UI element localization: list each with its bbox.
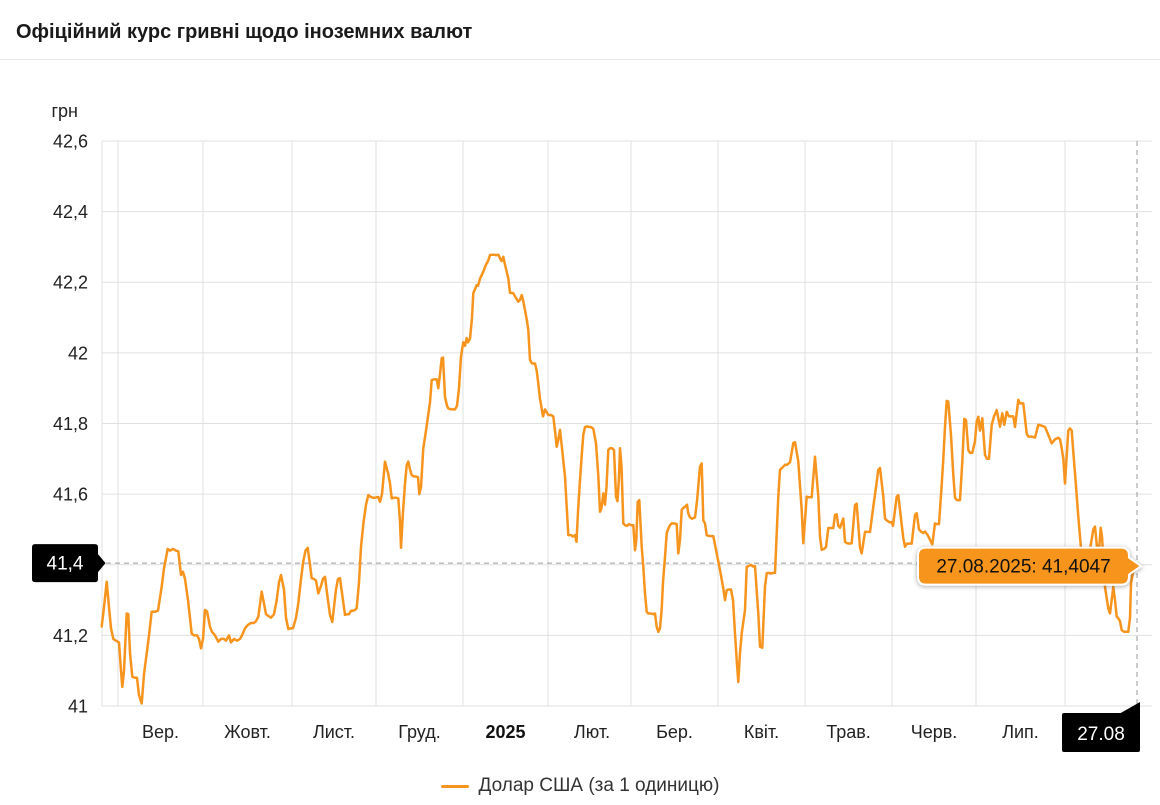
y-tick-label: 42,6 [53,132,88,152]
chart-tooltip: 27.08.2025: 41,4047 [917,546,1143,586]
x-tick-label: Бер. [656,722,693,742]
y-tick-label: 42 [68,343,88,363]
y-tick-label: 41,2 [53,626,88,646]
page-header: Офіційний курс гривні щодо іноземних вал… [0,0,1160,60]
y-tick-label: 41 [68,697,88,717]
legend-line-swatch [440,784,469,788]
x-tick-label: Груд. [398,722,440,742]
x-tick-label: Черв. [911,722,958,742]
x-tick-label: Лип. [1002,722,1039,742]
x-tick-label: Лист. [313,722,355,742]
chart-tooltip-label: 27.08.2025: 41,4047 [936,557,1110,578]
crosshair-date-badge: 27.08 [1062,702,1140,752]
x-tick-label: Лют. [574,722,610,742]
legend-label: Долар США (за 1 одиницю) [478,775,720,796]
x-tick-label: Трав. [826,722,871,742]
x-tick-label: Квіт. [744,722,779,742]
y-tick-label: 41,6 [53,485,88,505]
y-axis-unit: грн [51,101,78,121]
crosshair-value-badge: 41,4 [32,544,106,583]
x-tick-label: Вер. [142,722,179,742]
page-title: Офіційний курс гривні щодо іноземних вал… [16,21,473,43]
x-tick-label: Жовт. [224,722,271,742]
legend-item-usd[interactable]: Долар США (за 1 одиницю) [0,771,1160,801]
y-tick-label: 42,4 [53,202,88,222]
y-tick-label: 42,2 [53,273,88,293]
crosshair-value-badge-label: 41,4 [47,554,84,575]
x-tick-label: 2025 [485,722,525,742]
crosshair-date-badge-label: 27.08 [1077,724,1125,745]
y-tick-label: 41,8 [53,414,88,434]
usd-rate-line[interactable] [100,253,1137,705]
